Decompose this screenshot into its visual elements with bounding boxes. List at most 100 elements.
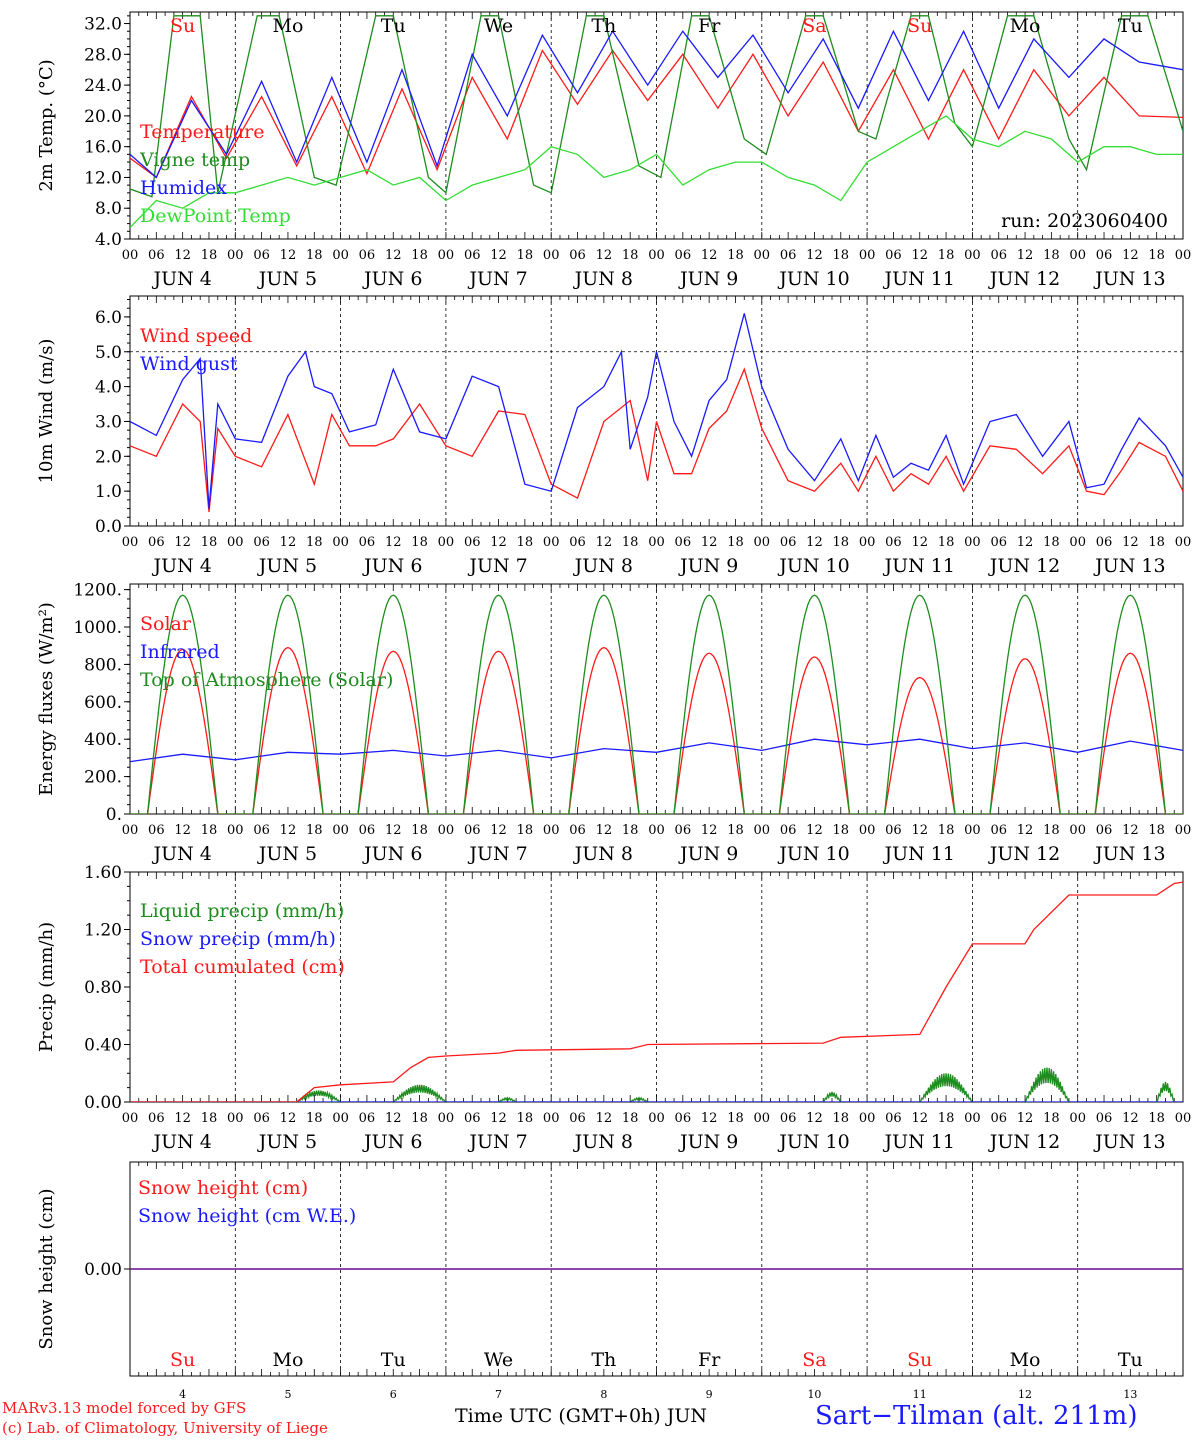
- hour-label: 06: [990, 535, 1007, 550]
- hour-label: 12: [701, 248, 718, 263]
- hour-label: 12: [174, 535, 191, 550]
- hour-label: 00: [543, 535, 560, 550]
- series-line-solar: [130, 646, 1183, 814]
- day-name: Su: [907, 15, 932, 37]
- hour-label: 12: [1122, 535, 1139, 550]
- y-tick-label: 0.00: [84, 1093, 122, 1113]
- hour-label: 00: [754, 248, 771, 263]
- hour-label: 18: [622, 535, 639, 550]
- hour-label: 06: [675, 1111, 692, 1126]
- hour-label: 00: [122, 535, 139, 550]
- legend-entry: Top of Atmosphere (Solar): [140, 669, 393, 691]
- day-name: Su: [170, 1349, 195, 1371]
- hour-label: 06: [569, 1111, 586, 1126]
- day-number: 10: [807, 1388, 821, 1401]
- date-label: JUN 13: [1093, 555, 1165, 577]
- hour-label: 18: [1043, 248, 1060, 263]
- hour-label: 12: [1017, 535, 1034, 550]
- legend-entry: Snow height (cm W.E.): [138, 1205, 356, 1227]
- day-number: 13: [1123, 1388, 1137, 1401]
- date-label: JUN 7: [467, 268, 527, 290]
- y-axis-label: Snow height (cm): [36, 1188, 57, 1349]
- series-line-infrared: [130, 738, 1183, 763]
- hour-label: 00: [648, 823, 665, 838]
- hour-label: 06: [148, 1111, 165, 1126]
- hour-label: 06: [253, 535, 270, 550]
- y-tick-label: 3.0: [95, 412, 122, 432]
- hour-label: 18: [411, 1111, 428, 1126]
- y-tick-label: 4.0: [95, 378, 122, 398]
- panel-5: 0.00 Snow height (cm) Snow height (cm) Snow…: [36, 1161, 1184, 1401]
- series-line-wind: [130, 313, 1183, 509]
- day-name: Fr: [698, 1349, 721, 1371]
- date-label: JUN 7: [467, 843, 527, 865]
- hour-label: 06: [359, 823, 376, 838]
- hour-label: 06: [885, 1111, 902, 1126]
- hour-label: 00: [1175, 248, 1192, 263]
- series-line-liquid: [130, 1067, 1183, 1102]
- hour-label: 12: [490, 535, 507, 550]
- hour-label: 00: [438, 823, 455, 838]
- day-name: Mo: [1010, 1349, 1041, 1371]
- hour-label: 00: [227, 823, 244, 838]
- day-number: 11: [913, 1388, 927, 1401]
- y-tick-label: 400.: [84, 730, 122, 750]
- plot-area: [130, 15, 1183, 228]
- date-label: JUN 4: [151, 268, 211, 290]
- day-number: 6: [390, 1388, 397, 1401]
- day-number: 12: [1018, 1388, 1032, 1401]
- day-name: Tu: [1118, 15, 1143, 37]
- hour-label: 06: [990, 248, 1007, 263]
- hour-label: 06: [569, 248, 586, 263]
- date-label: JUN 10: [777, 1131, 849, 1153]
- hour-label: 00: [648, 1111, 665, 1126]
- hour-label: 00: [227, 1111, 244, 1126]
- date-label: JUN 12: [988, 268, 1060, 290]
- hour-label: 12: [385, 248, 402, 263]
- hour-label: 12: [701, 1111, 718, 1126]
- hour-label: 18: [622, 248, 639, 263]
- hour-label: 06: [464, 248, 481, 263]
- hour-label: 00: [754, 1111, 771, 1126]
- day-name: Tu: [381, 15, 406, 37]
- date-label: JUN 5: [257, 555, 317, 577]
- hour-label: 00: [227, 535, 244, 550]
- hour-label: 18: [201, 248, 218, 263]
- hour-label: 18: [938, 1111, 955, 1126]
- hour-label: 00: [648, 248, 665, 263]
- station-label: Sart−Tilman (alt. 211m): [815, 1401, 1138, 1431]
- y-tick-label: 8.0: [95, 199, 122, 219]
- y-tick-label: 28.0: [84, 45, 122, 65]
- hour-label: 18: [622, 823, 639, 838]
- y-tick-label: 1.0: [95, 482, 122, 502]
- date-label: JUN 11: [883, 268, 955, 290]
- day-name: Mo: [1010, 15, 1041, 37]
- hour-label: 06: [885, 248, 902, 263]
- y-tick-label: 600.: [84, 693, 122, 713]
- y-axis-label: 2m Temp. (°C): [36, 59, 57, 191]
- hour-label: 00: [227, 248, 244, 263]
- hour-label: 12: [701, 535, 718, 550]
- y-tick-label: 1.20: [84, 921, 122, 941]
- hour-label: 06: [885, 535, 902, 550]
- legend-entry: Liquid precip (mm/h): [140, 900, 344, 922]
- series-line-top: [130, 594, 1183, 814]
- hour-label: 12: [174, 248, 191, 263]
- hour-label: 06: [780, 248, 797, 263]
- date-label: JUN 13: [1093, 1131, 1165, 1153]
- hour-label: 06: [148, 535, 165, 550]
- y-tick-label: 1200.: [73, 581, 122, 601]
- hour-label: 06: [359, 535, 376, 550]
- hour-label: 12: [1017, 1111, 1034, 1126]
- hour-label: 00: [122, 248, 139, 263]
- hour-label: 00: [1069, 1111, 1086, 1126]
- hour-label: 12: [911, 1111, 928, 1126]
- hour-label: 18: [517, 1111, 534, 1126]
- hour-label: 00: [438, 1111, 455, 1126]
- day-name: We: [484, 15, 513, 37]
- hour-label: 00: [964, 823, 981, 838]
- hour-label: 06: [359, 1111, 376, 1126]
- hour-label: 12: [1122, 823, 1139, 838]
- hour-label: 18: [1148, 1111, 1165, 1126]
- date-label: JUN 13: [1093, 843, 1165, 865]
